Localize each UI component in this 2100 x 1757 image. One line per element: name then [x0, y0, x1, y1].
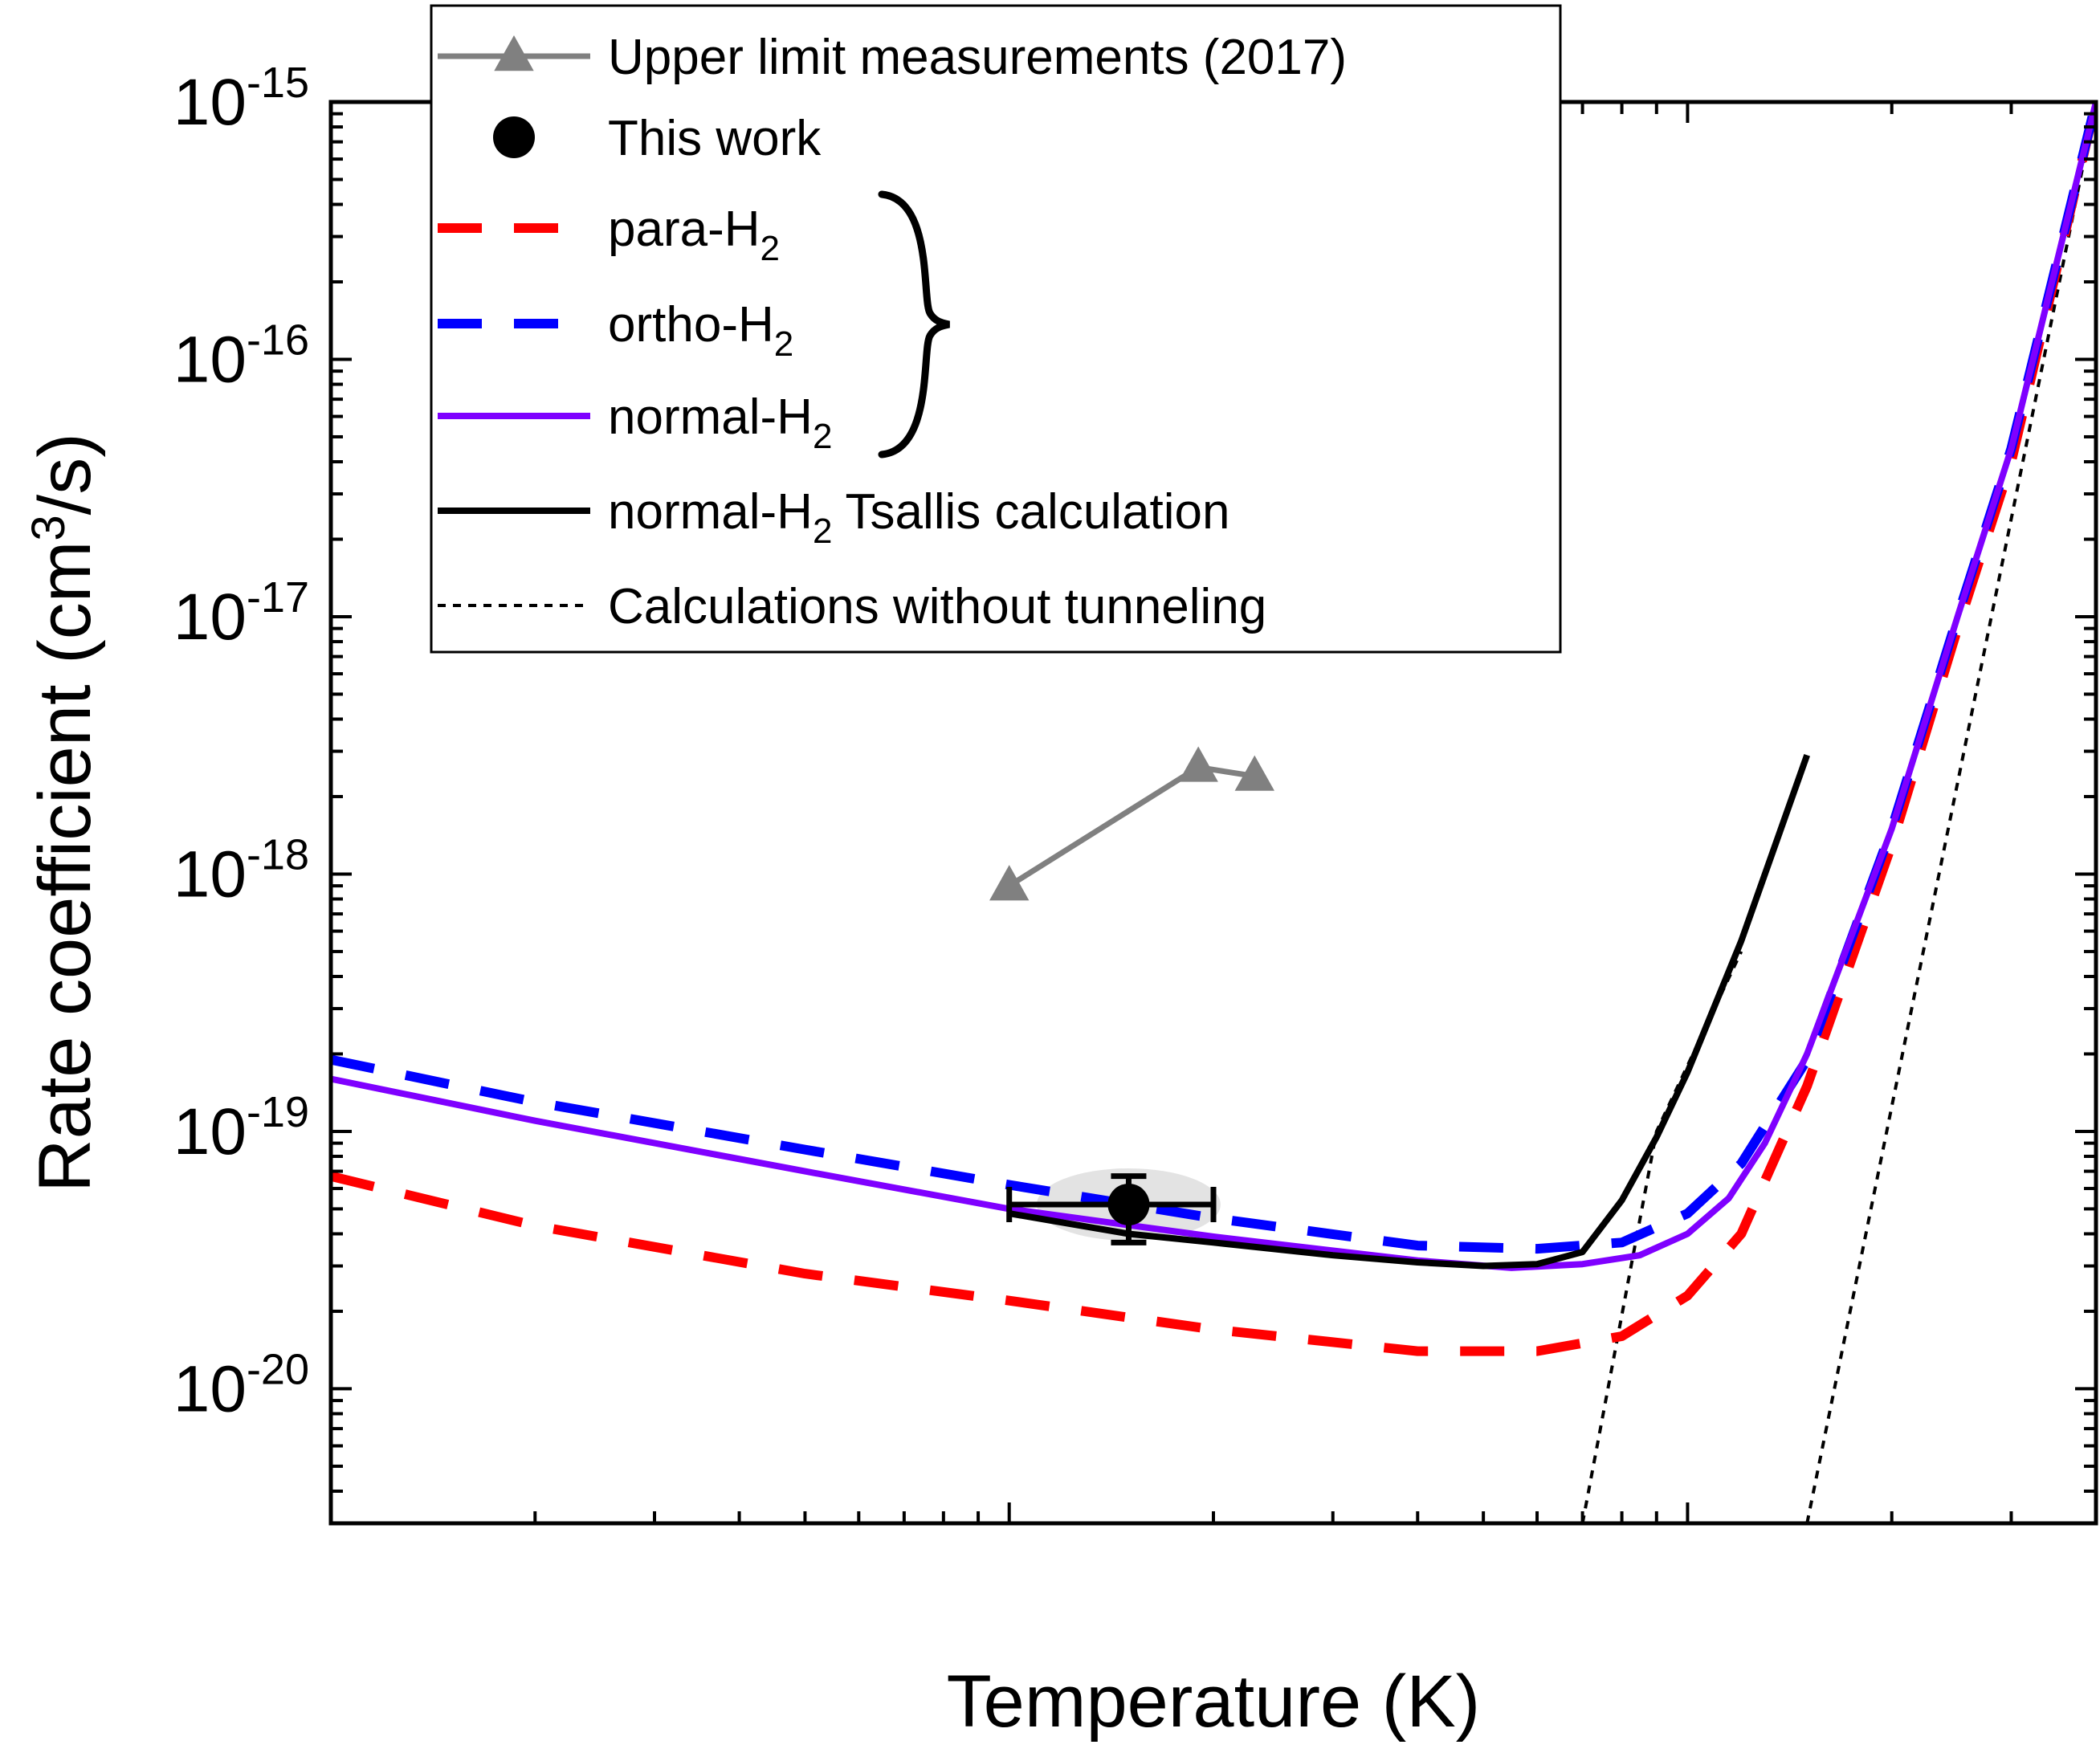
y-tick-label: 10-18: [173, 830, 309, 911]
upper-limit-point: [989, 865, 1030, 901]
y-axis-title: Rate coefficient (cm3/s): [22, 433, 106, 1192]
legend-label-upper_limit: Upper limit measurements (2017): [608, 30, 1347, 85]
series-normal-h2-line: [331, 102, 2096, 1271]
upper-limit-point: [1178, 746, 1218, 782]
y-tick-label: 10-19: [173, 1088, 309, 1168]
upper-limit-point: [1234, 755, 1274, 791]
legend-marker-upper-limit: [494, 35, 534, 71]
legend-label-this_work: This work: [608, 111, 822, 166]
series-calculations-without-tunneling-second--line: [1805, 102, 2096, 1523]
legend-label-tsallis: normal-H2 Tsallis calculation: [608, 484, 1230, 551]
legend-box: [430, 4, 1562, 654]
this-work-point: [1107, 1183, 1150, 1225]
series-para-h2-line: [331, 102, 2096, 1356]
y-tick-label: 10-17: [173, 573, 309, 654]
legend-marker-this-work: [493, 116, 535, 158]
legend-label-ortho: ortho-H2: [608, 297, 793, 364]
legend-label-para: para-H2: [608, 202, 780, 268]
y-tick-label: 10-20: [173, 1345, 309, 1425]
legend-label-normal: normal-H2: [608, 389, 832, 456]
y-tick-label: 10-16: [173, 316, 309, 396]
series-normal-h2-tsallis-calculation-line: [1009, 753, 1810, 1270]
x-axis-title: Temperature (K): [947, 1661, 1481, 1743]
legend-label-notunnel: Calculations without tunneling: [608, 579, 1266, 634]
series-upper-limit-measurements-2017--line: [1007, 764, 1255, 889]
series-calculations-without-tunneling-line: [1580, 951, 1743, 1523]
series-ortho-h2-line: [331, 102, 2096, 1254]
legend-group-brace: [878, 190, 950, 459]
legend: Upper limit measurements (2017) This work…: [430, 4, 1562, 654]
y-tick-label: 10-15: [173, 59, 309, 139]
